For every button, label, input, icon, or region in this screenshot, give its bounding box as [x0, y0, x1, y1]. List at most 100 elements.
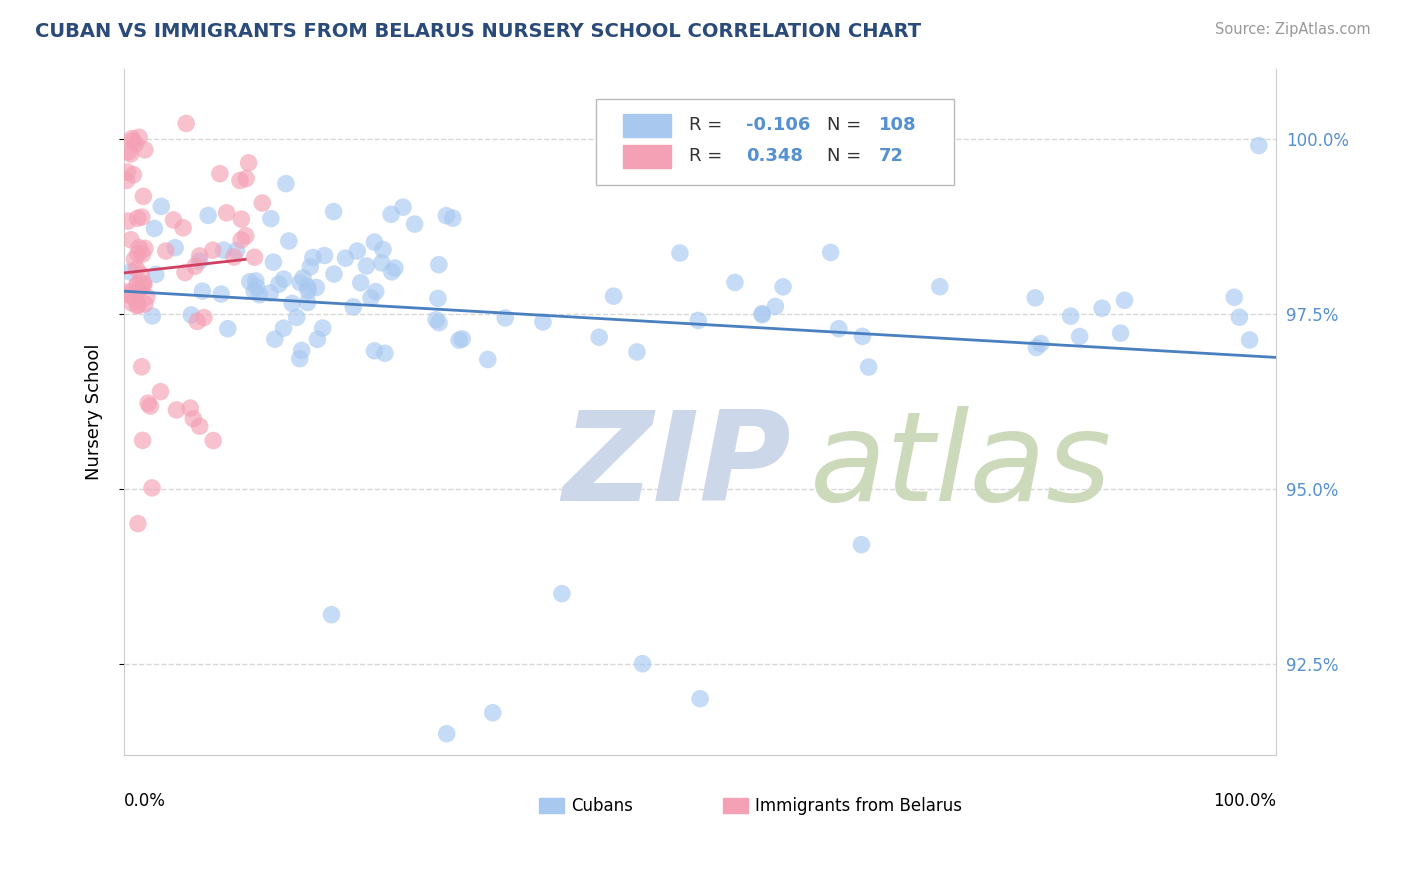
- Point: [208, 167, 231, 181]
- Point: [588, 330, 610, 344]
- Point: [166, 403, 188, 417]
- Point: [451, 332, 474, 346]
- Point: [858, 359, 880, 374]
- Point: [273, 272, 295, 286]
- Text: -0.106: -0.106: [747, 116, 811, 134]
- Point: [127, 284, 149, 298]
- Text: Cubans: Cubans: [571, 797, 633, 814]
- Point: [360, 291, 382, 305]
- Point: [1024, 291, 1046, 305]
- Bar: [623, 114, 671, 137]
- Point: [342, 300, 364, 314]
- Point: [150, 199, 173, 213]
- Point: [117, 145, 139, 159]
- Text: N =: N =: [827, 146, 860, 165]
- Point: [121, 290, 143, 304]
- Point: [238, 156, 260, 170]
- Point: [132, 277, 155, 291]
- FancyBboxPatch shape: [596, 99, 953, 186]
- Point: [141, 481, 163, 495]
- Point: [363, 235, 385, 249]
- Point: [322, 204, 344, 219]
- Point: [1029, 336, 1052, 351]
- Point: [231, 212, 253, 227]
- Point: [292, 271, 315, 285]
- Point: [134, 143, 156, 157]
- Point: [243, 250, 266, 264]
- Point: [127, 516, 149, 531]
- Point: [751, 307, 773, 321]
- Point: [125, 262, 148, 277]
- Point: [449, 333, 471, 347]
- Point: [197, 209, 219, 223]
- Point: [551, 587, 574, 601]
- Text: R =: R =: [689, 116, 721, 134]
- Point: [132, 277, 155, 292]
- Point: [180, 308, 202, 322]
- Point: [274, 177, 297, 191]
- Point: [125, 279, 148, 293]
- Point: [193, 310, 215, 325]
- Point: [179, 401, 201, 415]
- Point: [127, 299, 149, 313]
- Point: [181, 411, 204, 425]
- Point: [117, 214, 139, 228]
- Point: [363, 343, 385, 358]
- Point: [291, 343, 314, 358]
- Point: [364, 285, 387, 299]
- Point: [120, 147, 142, 161]
- Point: [115, 173, 138, 187]
- Point: [434, 209, 457, 223]
- Point: [763, 300, 786, 314]
- Point: [669, 246, 692, 260]
- Point: [174, 266, 197, 280]
- Point: [121, 295, 143, 310]
- Point: [212, 243, 235, 257]
- Point: [121, 134, 143, 148]
- Point: [371, 243, 394, 257]
- Point: [1247, 138, 1270, 153]
- Point: [302, 251, 325, 265]
- Point: [724, 276, 747, 290]
- Point: [1091, 301, 1114, 316]
- Point: [494, 310, 516, 325]
- Point: [688, 313, 710, 327]
- Point: [121, 131, 143, 145]
- Point: [188, 249, 211, 263]
- Point: [127, 277, 149, 292]
- Point: [321, 607, 343, 622]
- Point: [131, 279, 153, 293]
- Point: [131, 268, 153, 282]
- Point: [141, 309, 163, 323]
- Bar: [723, 798, 748, 814]
- Point: [312, 321, 335, 335]
- Point: [235, 228, 257, 243]
- Point: [1223, 290, 1246, 304]
- Point: [225, 244, 247, 258]
- Text: 108: 108: [879, 116, 917, 134]
- Point: [392, 200, 415, 214]
- Point: [297, 279, 319, 293]
- Point: [425, 313, 447, 327]
- Point: [131, 359, 153, 374]
- Point: [323, 267, 346, 281]
- Point: [145, 268, 167, 282]
- Point: [184, 259, 207, 273]
- Point: [441, 211, 464, 226]
- Text: CUBAN VS IMMIGRANTS FROM BELARUS NURSERY SCHOOL CORRELATION CHART: CUBAN VS IMMIGRANTS FROM BELARUS NURSERY…: [35, 22, 921, 41]
- Point: [231, 233, 253, 247]
- Point: [305, 280, 328, 294]
- Point: [117, 165, 139, 179]
- Point: [247, 287, 270, 301]
- Point: [155, 244, 177, 258]
- Point: [143, 221, 166, 235]
- Point: [380, 207, 402, 221]
- Point: [120, 233, 142, 247]
- Point: [222, 250, 245, 264]
- Point: [131, 247, 153, 261]
- Y-axis label: Nursery School: Nursery School: [86, 343, 103, 480]
- Point: [1069, 329, 1091, 343]
- Point: [124, 137, 146, 152]
- Point: [132, 189, 155, 203]
- Text: Immigrants from Belarus: Immigrants from Belarus: [755, 797, 963, 814]
